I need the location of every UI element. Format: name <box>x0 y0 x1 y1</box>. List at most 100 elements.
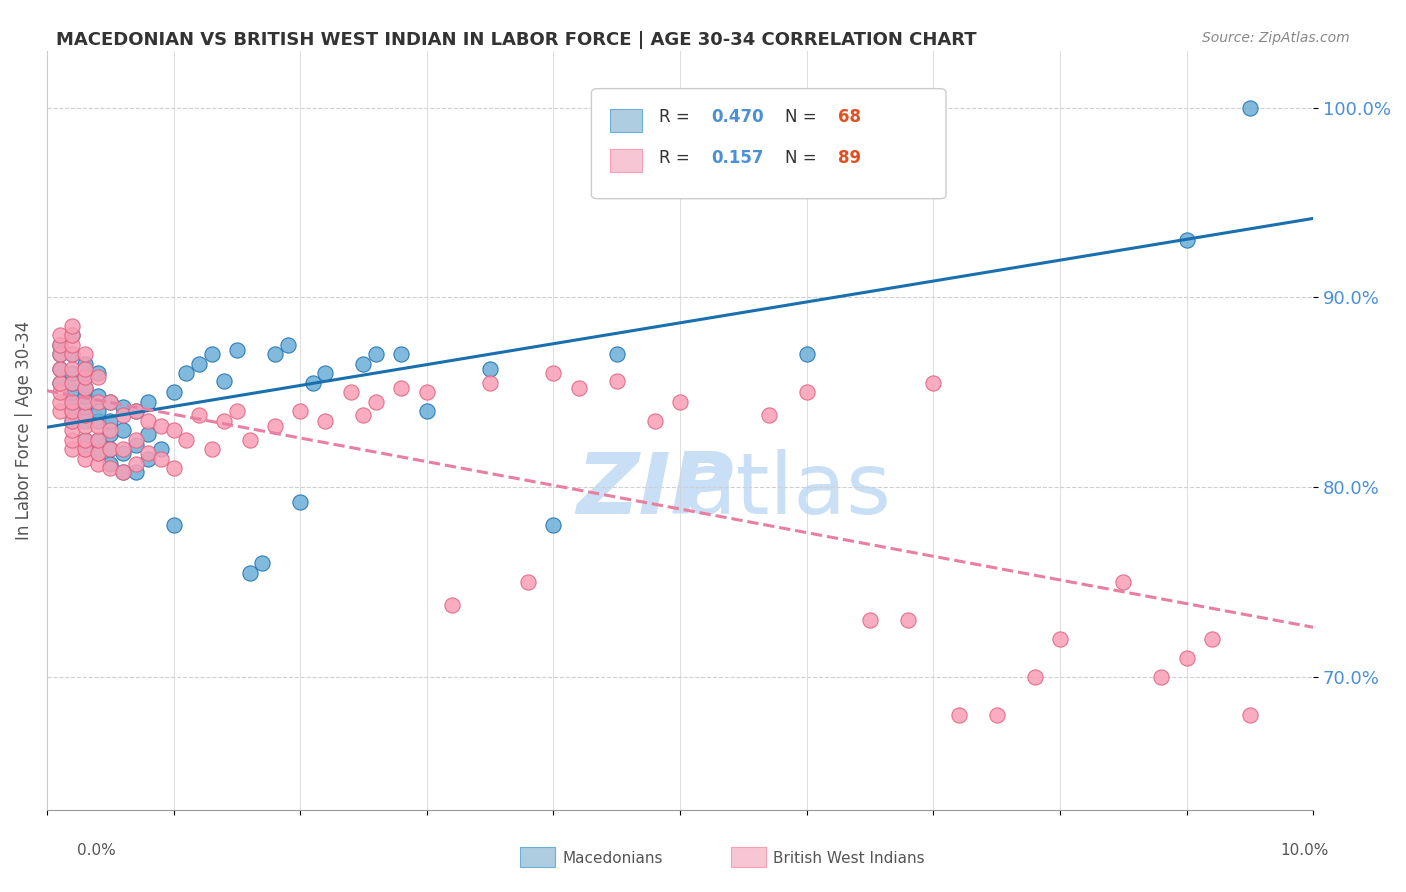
Point <box>796 347 818 361</box>
Point <box>250 556 273 570</box>
Point <box>263 347 285 361</box>
Point <box>86 370 108 384</box>
Point <box>111 401 134 415</box>
Point <box>353 408 375 422</box>
Point <box>98 461 121 475</box>
Point <box>1112 574 1135 589</box>
Point <box>73 451 96 466</box>
Point <box>98 442 121 457</box>
Point <box>162 518 184 533</box>
Point <box>111 446 134 460</box>
Text: MACEDONIAN VS BRITISH WEST INDIAN IN LABOR FORCE | AGE 30-34 CORRELATION CHART: MACEDONIAN VS BRITISH WEST INDIAN IN LAB… <box>56 31 977 49</box>
Point <box>73 347 96 361</box>
Point <box>60 394 83 409</box>
Point <box>922 376 945 390</box>
Point <box>48 404 70 418</box>
Point <box>111 465 134 479</box>
Point <box>124 433 146 447</box>
FancyBboxPatch shape <box>592 88 946 199</box>
Point <box>48 328 70 343</box>
Point <box>124 465 146 479</box>
Point <box>73 401 96 415</box>
Point <box>73 381 96 395</box>
Text: 0.157: 0.157 <box>711 149 765 167</box>
Point <box>98 423 121 437</box>
Point <box>60 362 83 376</box>
Point <box>225 343 247 358</box>
Point <box>98 414 121 428</box>
Text: 0.470: 0.470 <box>711 109 765 127</box>
Point <box>60 404 83 418</box>
Point <box>124 404 146 418</box>
Point <box>111 465 134 479</box>
Point <box>124 404 146 418</box>
Point <box>263 419 285 434</box>
Point <box>73 419 96 434</box>
Point <box>73 394 96 409</box>
Point <box>86 389 108 403</box>
Point <box>733 177 755 191</box>
Point <box>543 366 565 380</box>
Point <box>238 566 260 580</box>
Point <box>225 404 247 418</box>
Point <box>315 414 337 428</box>
Point <box>1239 707 1261 722</box>
Point <box>48 362 70 376</box>
Point <box>187 357 209 371</box>
Point <box>86 404 108 418</box>
Point <box>606 374 628 388</box>
Point <box>353 357 375 371</box>
Point <box>73 389 96 403</box>
Text: 89: 89 <box>838 149 862 167</box>
Point <box>60 347 83 361</box>
Point <box>162 385 184 400</box>
Point <box>86 433 108 447</box>
Point <box>1049 632 1071 646</box>
Text: British West Indians: British West Indians <box>773 851 925 865</box>
Point <box>200 442 222 457</box>
Point <box>238 433 260 447</box>
Text: 68: 68 <box>838 109 862 127</box>
Point <box>60 338 83 352</box>
Point <box>606 347 628 361</box>
Point <box>391 381 413 395</box>
Point <box>86 446 108 460</box>
Point <box>200 347 222 361</box>
Point <box>48 338 70 352</box>
Point <box>60 318 83 333</box>
Point <box>1175 234 1198 248</box>
Point <box>111 423 134 437</box>
Point <box>73 357 96 371</box>
Point <box>111 442 134 457</box>
Point <box>212 374 235 388</box>
Point <box>98 394 121 409</box>
Point <box>136 427 159 442</box>
Point <box>136 394 159 409</box>
Point <box>859 613 882 627</box>
Point <box>60 366 83 380</box>
Point <box>174 433 197 447</box>
Point <box>543 518 565 533</box>
Point <box>1175 651 1198 665</box>
Point <box>73 362 96 376</box>
Point <box>315 366 337 380</box>
Point <box>48 362 70 376</box>
Point <box>60 414 83 428</box>
Point <box>416 404 439 418</box>
Point <box>86 419 108 434</box>
Point <box>391 347 413 361</box>
Point <box>73 408 96 422</box>
Point <box>644 414 666 428</box>
Point <box>86 366 108 380</box>
Point <box>73 442 96 457</box>
Point <box>60 433 83 447</box>
Point <box>60 328 83 343</box>
Point <box>98 458 121 472</box>
Point <box>1150 670 1173 684</box>
Point <box>98 427 121 442</box>
Point <box>60 414 83 428</box>
Point <box>48 394 70 409</box>
Point <box>60 347 83 361</box>
Point <box>948 707 970 722</box>
Point <box>60 376 83 390</box>
